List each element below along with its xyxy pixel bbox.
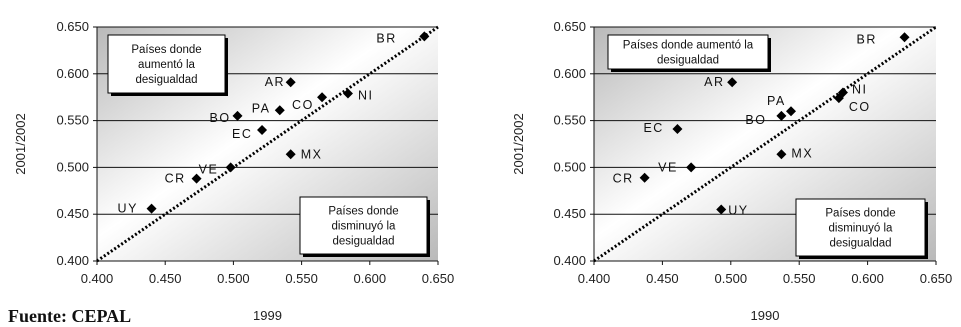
- annotation-increase-text: desigualdad: [657, 55, 719, 67]
- annotation-decrease: [299, 196, 428, 255]
- point-label-mx: MX: [791, 146, 813, 160]
- point-label-ar: AR: [265, 75, 285, 89]
- point-ve: [686, 162, 697, 173]
- point-label-co: CO: [292, 98, 314, 112]
- point-cr: [191, 173, 202, 184]
- x-tick-label: 0.650: [920, 271, 953, 286]
- x-axis-label: 1990: [751, 308, 780, 323]
- point-label-cr: CR: [613, 172, 634, 186]
- point-co: [317, 92, 328, 103]
- x-tick-label: 0.450: [646, 271, 679, 286]
- y-tick-label: 0.550: [56, 113, 89, 128]
- point-label-br: BR: [857, 32, 877, 46]
- y-tick-label: 0.550: [553, 113, 586, 128]
- point-label-bo: BO: [209, 111, 230, 125]
- x-tick-label: 0.600: [851, 271, 884, 286]
- annotation-decrease-text: Países donde: [328, 206, 398, 218]
- y-axis-label: 2001/2002: [13, 113, 28, 174]
- y-tick-label: 0.450: [56, 206, 89, 221]
- x-tick-label: 0.450: [149, 271, 182, 286]
- point-ec: [672, 124, 683, 135]
- annotation-decrease-text: desigualdad: [332, 236, 394, 248]
- x-tick-label: 0.550: [285, 271, 318, 286]
- point-label-ve: VE: [199, 162, 219, 176]
- point-br: [419, 31, 430, 42]
- diagonal-line: [96, 25, 439, 263]
- point-bo: [232, 110, 243, 121]
- point-ve: [225, 162, 236, 173]
- y-tick-label: 0.400: [553, 253, 586, 268]
- point-ar: [285, 77, 296, 88]
- y-axis-label: 2001/2002: [511, 113, 526, 174]
- annotation-decrease-text: Países donde: [825, 208, 895, 220]
- annotation-increase-text: aumentó la: [138, 59, 196, 71]
- point-br: [899, 32, 910, 43]
- y-tick-label: 0.650: [56, 19, 89, 34]
- scatter-chart-1999: 0.400 0.450 0.500 0.550 0.600 0.650 0.400 0.450…: [13, 19, 454, 323]
- annotation-increase-text: desigualdad: [135, 74, 197, 86]
- x-tick-label: 0.500: [217, 271, 250, 286]
- point-cr: [639, 172, 650, 183]
- point-label-ni: NI: [358, 88, 374, 102]
- point-uy: [146, 203, 157, 214]
- annotation-decrease-text: desigualdad: [829, 238, 891, 250]
- annotation-increase-text: Países donde: [131, 44, 201, 56]
- y-tick-label: 0.600: [553, 66, 586, 81]
- x-tick-label: 0.600: [354, 271, 387, 286]
- x-tick-label: 0.550: [783, 271, 816, 286]
- annotation-increase-text: Países donde aumentó la: [623, 40, 754, 52]
- y-tick-label: 0.500: [56, 159, 89, 174]
- annotation-decrease: [795, 198, 926, 257]
- x-tick-label: 0.650: [422, 271, 455, 286]
- point-label-ec: EC: [643, 121, 663, 135]
- point-label-co: CO: [849, 100, 871, 114]
- y-tick-label: 0.650: [553, 19, 586, 34]
- point-label-uy: UY: [118, 202, 138, 216]
- point-pa: [274, 105, 285, 116]
- point-mx: [285, 149, 296, 160]
- point-uy: [716, 204, 727, 215]
- scatter-chart-1990: 0.400 0.450 0.500 0.550 0.600 0.650 0.400 0.450…: [511, 19, 952, 323]
- x-tick-label: 0.400: [578, 271, 611, 286]
- point-label-cr: CR: [165, 172, 186, 186]
- point-ec: [257, 124, 268, 135]
- point-label-uy: UY: [728, 204, 748, 218]
- x-tick-label: 0.500: [715, 271, 748, 286]
- y-tick-label: 0.500: [553, 159, 586, 174]
- point-label-ni: NI: [852, 83, 868, 97]
- point-label-ve: VE: [658, 160, 678, 174]
- point-label-pa: PA: [767, 94, 786, 108]
- point-label-pa: PA: [252, 101, 271, 115]
- point-ni: [342, 88, 353, 99]
- point-co: [833, 93, 844, 104]
- point-ar: [727, 77, 738, 88]
- point-label-ec: EC: [232, 127, 252, 141]
- y-tick-label: 0.450: [553, 206, 586, 221]
- point-label-mx: MX: [301, 147, 323, 161]
- annotation-decrease-text: disminuyó la: [829, 223, 894, 235]
- x-axis-label: 1999: [253, 308, 282, 323]
- point-pa: [785, 106, 796, 117]
- source-footer: Fuente: CEPAL: [8, 306, 132, 326]
- point-bo: [776, 110, 787, 121]
- point-label-bo: BO: [745, 113, 766, 127]
- point-label-ar: AR: [704, 75, 724, 89]
- annotation-increase: [107, 34, 226, 94]
- x-tick-label: 0.400: [81, 271, 114, 286]
- point-mx: [776, 149, 787, 160]
- diagonal-line: [593, 25, 937, 263]
- annotation-increase: [607, 34, 769, 70]
- annotation-decrease-text: disminuyó la: [332, 221, 397, 233]
- y-tick-label: 0.400: [56, 253, 89, 268]
- y-tick-label: 0.600: [56, 66, 89, 81]
- point-label-br: BR: [376, 31, 396, 45]
